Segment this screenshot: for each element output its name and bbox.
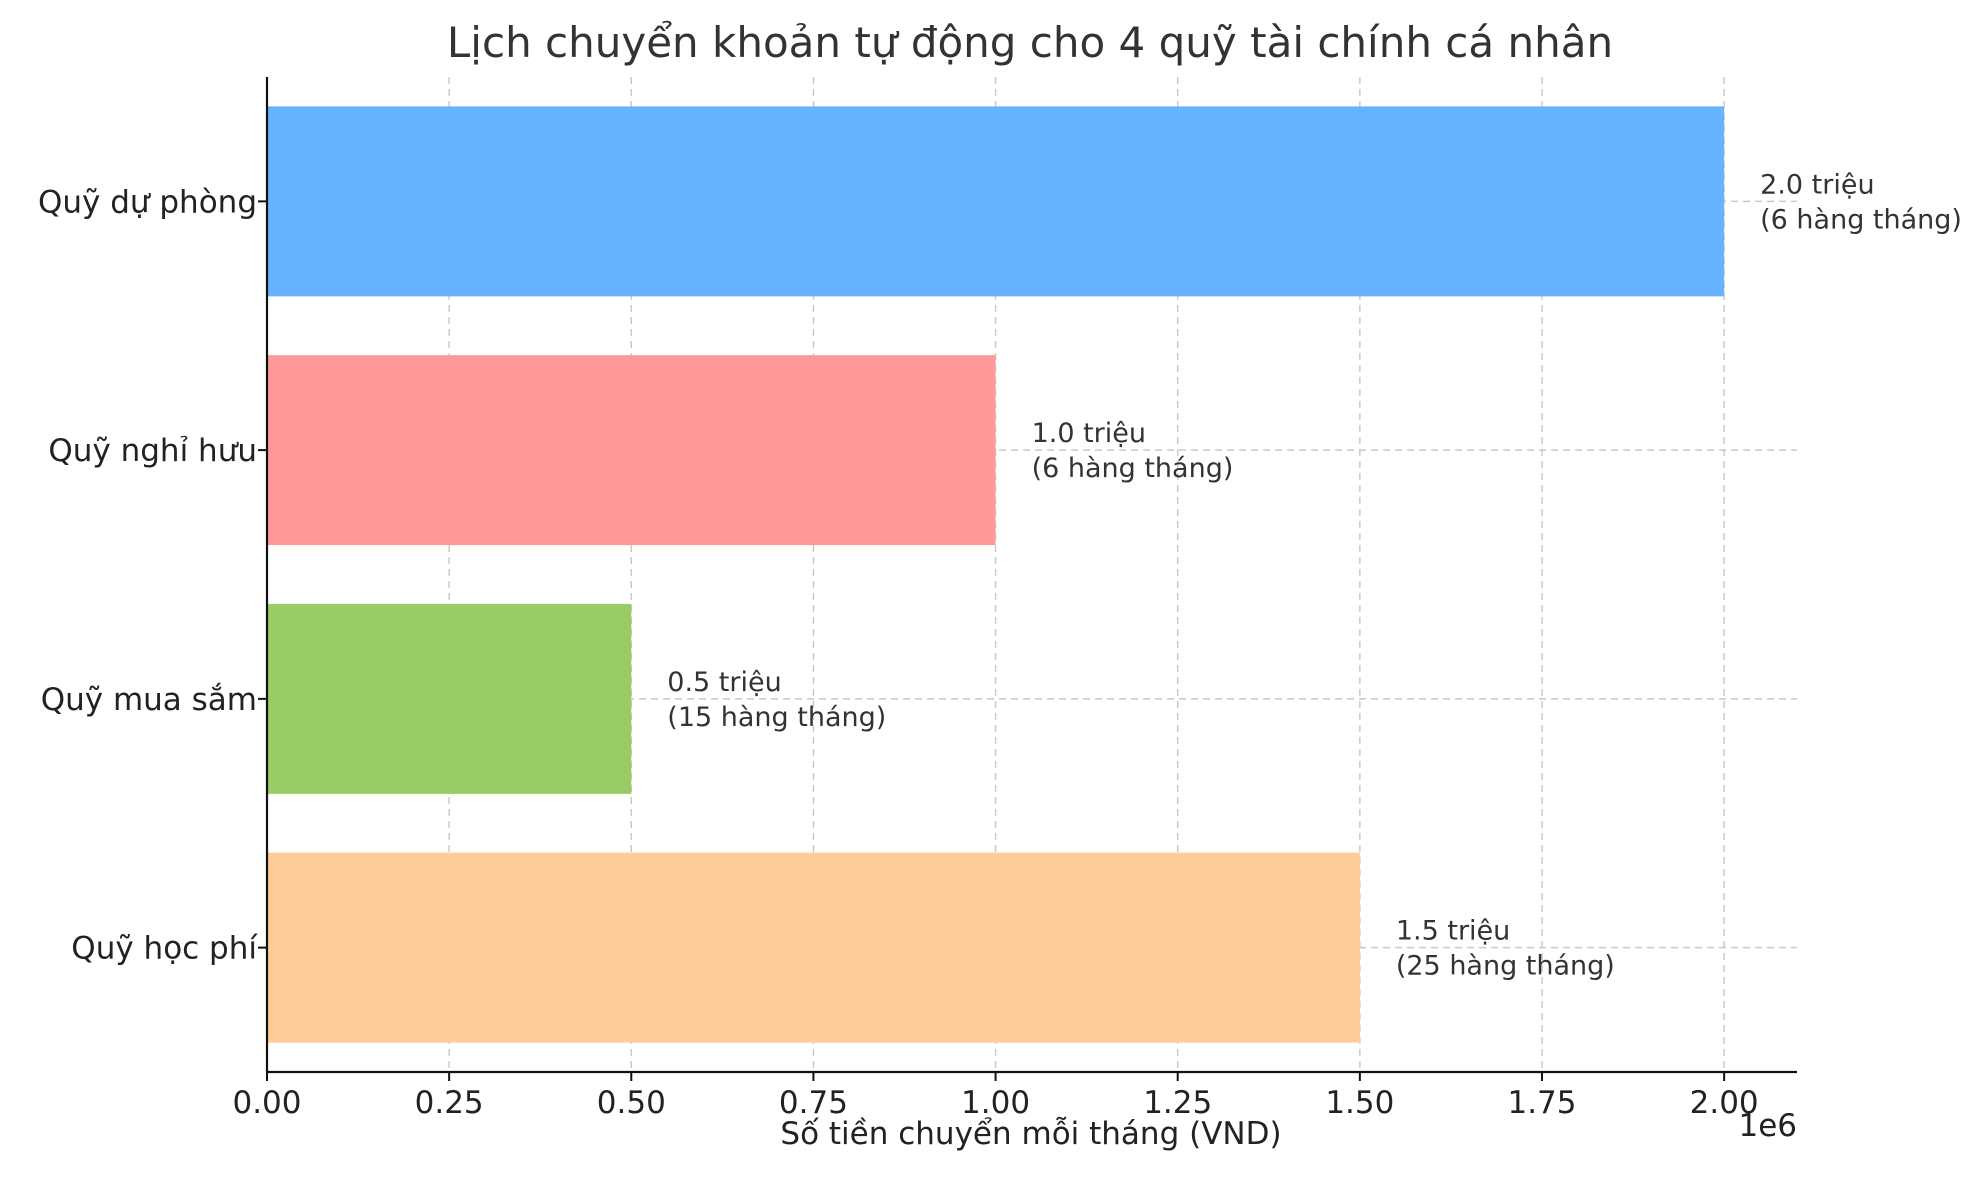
bars-layer (267, 106, 1725, 1043)
data-label: 2.0 triệu (1760, 169, 1874, 200)
data-label: (6 hàng tháng) (1760, 204, 1962, 235)
data-label: 0.5 triệu (667, 667, 781, 698)
x-tick-label: 1.25 (1143, 1085, 1212, 1121)
bar (267, 355, 996, 546)
x-tick-label: 0.75 (779, 1085, 848, 1121)
bar (267, 603, 632, 794)
x-axis-label: Số tiền chuyển mỗi tháng (VND) (780, 1116, 1281, 1152)
bar (267, 106, 1725, 297)
data-label: (6 hàng tháng) (1032, 453, 1234, 484)
data-labels-layer: 2.0 triệu (6 hàng tháng) 1.0 triệu (6 hàng … (667, 169, 1962, 981)
x-tick-label: 0.00 (232, 1085, 301, 1121)
x-tick-label: 1.00 (961, 1085, 1030, 1121)
x-tick-label: 1.50 (1325, 1085, 1394, 1121)
data-label: (25 hàng tháng) (1396, 951, 1615, 982)
bar (267, 852, 1360, 1043)
category-label: Quỹ dự phòng (38, 184, 257, 220)
data-label: 1.5 triệu (1396, 916, 1510, 947)
category-label: Quỹ nghỉ hưu (48, 433, 257, 469)
x-axis-offset-text: 1e6 (1738, 1108, 1797, 1144)
x-tick-label: 1.75 (1507, 1085, 1576, 1121)
x-tick-label: 2.00 (1690, 1085, 1759, 1121)
data-label: 1.0 triệu (1032, 418, 1146, 449)
x-tick-label: 0.50 (597, 1085, 666, 1121)
category-label: Quỹ học phí (71, 931, 258, 967)
x-tick-label: 0.25 (415, 1085, 484, 1121)
axis-layer: 0.00 0.25 0.50 0.75 1.00 1.25 1.50 1.75 2.00 Quỹ … (38, 77, 1797, 1121)
category-label: Quỹ mua sắm (41, 682, 257, 718)
chart-title: Lịch chuyển khoản tự động cho 4 quỹ tài … (447, 18, 1613, 67)
data-label: (15 hàng tháng) (667, 702, 886, 733)
